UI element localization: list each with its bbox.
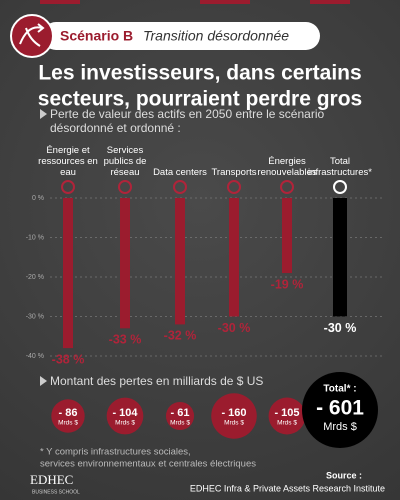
top-stripe	[40, 0, 80, 4]
category-label: Transports	[211, 167, 257, 178]
loss-unit: Mrds $	[277, 420, 297, 427]
category-icon	[61, 180, 75, 194]
footnote: * Y compris infrastructures sociales,	[40, 447, 191, 458]
y-tick-label: -40 %	[26, 353, 44, 360]
header-icon	[10, 14, 54, 58]
top-stripe	[200, 0, 250, 4]
loss-value: - 104	[112, 407, 138, 419]
bar	[282, 198, 292, 274]
total-unit: Mrds $	[323, 421, 357, 433]
loss-unit: Mrds $	[115, 420, 135, 427]
value-label: -30 %	[324, 321, 357, 335]
loss-circle	[165, 401, 195, 431]
y-tick-label: -10 %	[26, 234, 44, 241]
scenario: Scénario B	[60, 28, 133, 44]
total-circle	[302, 372, 378, 448]
loss-unit: Mrds $	[170, 420, 190, 427]
category-icon	[227, 180, 241, 194]
loss-value: - 61	[171, 407, 190, 419]
source: EDHEC Infra & Private Assets Research In…	[190, 483, 385, 493]
header-band	[42, 22, 320, 50]
bar	[175, 198, 185, 325]
value-label: -33 %	[109, 333, 142, 347]
value-label: -30 %	[218, 321, 251, 335]
category-label: Énergie et ressources en eau	[38, 145, 98, 178]
bar	[63, 198, 73, 349]
category-label: Data centers	[153, 167, 207, 178]
arrows-icon	[19, 23, 45, 47]
loss-circle	[51, 399, 85, 433]
bullet	[40, 376, 47, 386]
category-label: Services publics de réseau	[103, 145, 147, 178]
loss-value: - 105	[274, 407, 299, 419]
category-icon	[173, 180, 187, 194]
bar	[229, 198, 239, 317]
bar	[333, 198, 347, 317]
value-label: -38 %	[52, 352, 85, 366]
bullet	[40, 109, 47, 119]
losses-title: Montant des pertes en milliards de $ US	[50, 374, 263, 388]
title: Les investisseurs, dans certains	[38, 62, 361, 85]
category-icon	[333, 180, 347, 194]
loss-circle	[106, 397, 144, 435]
title: secteurs, pourraient perdre gros	[38, 88, 362, 111]
top-stripe	[310, 0, 350, 4]
loss-circle	[268, 397, 306, 435]
subtitle: Perte de valeur des actifs en 2050 entre…	[50, 107, 324, 121]
category-label: Total infrastructures*	[308, 156, 372, 178]
loss-unit: Mrds $	[224, 420, 244, 427]
category-icon	[280, 180, 294, 194]
loss-unit: Mrds $	[58, 420, 78, 427]
total-label: Total* :	[323, 384, 356, 395]
value-label: -19 %	[271, 277, 304, 291]
logo: EDHEC	[30, 472, 73, 487]
y-tick-label: 0 %	[32, 195, 44, 202]
value-label: -32 %	[164, 329, 197, 343]
loss-value: - 160	[221, 407, 246, 419]
category-icon	[118, 180, 132, 194]
y-tick-label: -30 %	[26, 313, 44, 320]
bar	[120, 198, 130, 329]
total-value: - 601	[316, 397, 364, 420]
loss-value: - 86	[59, 407, 78, 419]
footnote: services environnementaux et centrales é…	[40, 459, 256, 470]
source-label: Source :	[326, 470, 362, 480]
logo-sub: BUSINESS SCHOOL	[32, 489, 80, 495]
subtitle: désordonné et ordonné :	[50, 121, 181, 135]
category-label: Énergies renouvelables	[257, 156, 317, 178]
y-tick-label: -20 %	[26, 274, 44, 281]
loss-circle	[211, 393, 257, 439]
scenario-name: Transition désordonnée	[143, 28, 289, 44]
